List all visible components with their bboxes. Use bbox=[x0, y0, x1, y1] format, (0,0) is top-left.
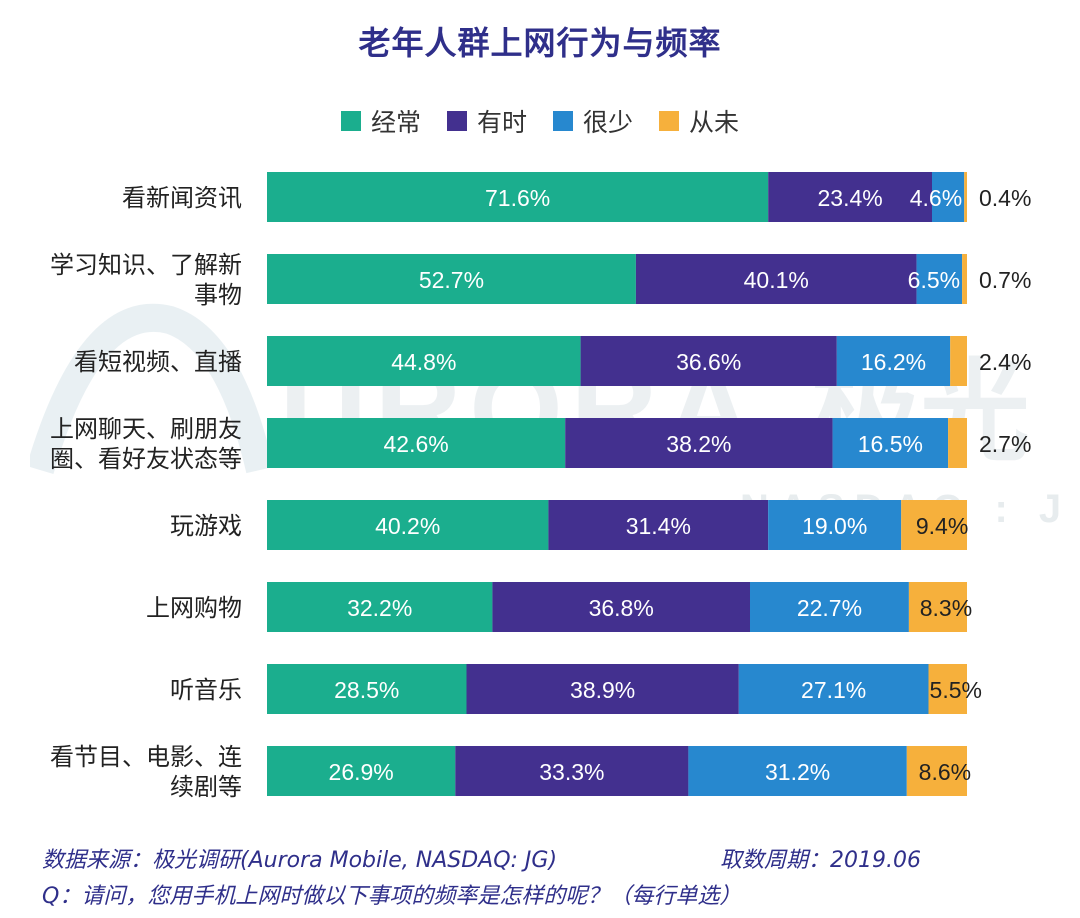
bar-segment bbox=[750, 582, 909, 632]
category-label: 看新闻资讯 bbox=[122, 184, 242, 212]
bar-segment bbox=[492, 582, 750, 632]
data-label: 32.2% bbox=[347, 595, 412, 621]
category-label: 看短视频、直播 bbox=[74, 348, 242, 376]
bar-segment bbox=[267, 664, 467, 714]
legend-label: 有时 bbox=[476, 108, 527, 137]
data-label: 44.8% bbox=[391, 349, 456, 375]
category-label: 学习知识、了解新事物 bbox=[50, 251, 242, 309]
data-label: 27.1% bbox=[801, 677, 866, 703]
data-label: 0.7% bbox=[979, 267, 1031, 293]
bar-segment bbox=[267, 746, 456, 796]
data-label: 5.5% bbox=[930, 677, 982, 703]
bar-segment bbox=[466, 664, 739, 714]
bar-segment bbox=[768, 172, 932, 222]
data-label: 40.1% bbox=[744, 267, 809, 293]
legend-swatch bbox=[446, 111, 467, 131]
data-label: 31.2% bbox=[765, 759, 830, 785]
data-label: 31.4% bbox=[626, 513, 691, 539]
legend-swatch bbox=[340, 111, 361, 131]
data-label: 38.9% bbox=[570, 677, 635, 703]
data-label: 8.3% bbox=[920, 595, 972, 621]
data-label: 0.4% bbox=[979, 185, 1031, 211]
data-period-note: 取数周期：2019.06 bbox=[720, 848, 921, 873]
category-label: 听音乐 bbox=[170, 676, 242, 704]
bar-segment bbox=[267, 500, 549, 550]
data-label: 22.7% bbox=[797, 595, 862, 621]
data-label: 23.4% bbox=[817, 185, 882, 211]
bar-segment bbox=[267, 336, 581, 386]
bar-segment bbox=[916, 254, 963, 304]
legend-label: 经常 bbox=[370, 108, 421, 137]
bar-segment bbox=[548, 500, 769, 550]
data-label: 36.8% bbox=[589, 595, 654, 621]
bar-segment bbox=[836, 336, 951, 386]
data-label: 38.2% bbox=[666, 431, 731, 457]
data-label: 28.5% bbox=[334, 677, 399, 703]
data-label: 52.7% bbox=[419, 267, 484, 293]
category-label: 玩游戏 bbox=[170, 512, 242, 540]
data-label: 36.6% bbox=[676, 349, 741, 375]
data-label: 19.0% bbox=[802, 513, 867, 539]
bar-segment bbox=[962, 254, 967, 304]
bar-segment bbox=[964, 172, 967, 222]
data-label: 42.6% bbox=[383, 431, 448, 457]
data-label: 16.2% bbox=[861, 349, 926, 375]
bar-segment bbox=[932, 172, 965, 222]
data-label: 33.3% bbox=[539, 759, 604, 785]
legend-item: 从未 bbox=[659, 103, 739, 139]
data-label: 40.2% bbox=[375, 513, 440, 539]
data-label: 6.5% bbox=[908, 267, 960, 293]
legend-item: 很少 bbox=[553, 103, 633, 139]
category-label: 上网购物 bbox=[146, 594, 242, 622]
category-label: 上网聊天、刷朋友圈、看好友状态等 bbox=[50, 415, 242, 473]
bar-segment bbox=[738, 664, 929, 714]
chart-title: 老年人群上网行为与频率 bbox=[358, 24, 722, 62]
bar-segment bbox=[267, 172, 769, 222]
legend-swatch bbox=[659, 111, 680, 131]
data-label: 26.9% bbox=[329, 759, 394, 785]
data-label: 8.6% bbox=[919, 759, 971, 785]
data-label: 4.6% bbox=[910, 185, 962, 211]
category-label: 看节目、电影、连续剧等 bbox=[50, 743, 242, 801]
data-label: 71.6% bbox=[485, 185, 550, 211]
data-label: 16.5% bbox=[858, 431, 923, 457]
data-source-note: 数据来源：极光调研(Aurora Mobile, NASDAQ: JG) bbox=[42, 848, 558, 873]
bar-segment bbox=[950, 336, 967, 386]
legend-label: 从未 bbox=[689, 108, 740, 137]
legend: 经常 有时 很少 从未 bbox=[0, 103, 1080, 139]
survey-question-note: Q：请问，您用手机上网时做以下事项的频率是怎样的呢？（每行单选） bbox=[42, 884, 742, 909]
legend-item: 有时 bbox=[446, 103, 527, 139]
bar-segment bbox=[768, 500, 902, 550]
legend-item: 经常 bbox=[340, 103, 421, 139]
bar-segment bbox=[906, 746, 967, 796]
bar-segment bbox=[267, 254, 636, 304]
bar-segment bbox=[267, 582, 493, 632]
bar-segment bbox=[580, 336, 837, 386]
bar-segment bbox=[688, 746, 907, 796]
bar-segment bbox=[901, 500, 967, 550]
bar-segment bbox=[267, 418, 566, 468]
bar-segment bbox=[832, 418, 949, 468]
bar-segment bbox=[948, 418, 967, 468]
data-label: 9.4% bbox=[916, 513, 968, 539]
legend-swatch bbox=[553, 111, 573, 131]
bar-segment bbox=[908, 582, 967, 632]
bar-segment bbox=[635, 254, 917, 304]
bar-segment bbox=[565, 418, 833, 468]
bar-segment bbox=[455, 746, 689, 796]
data-label: 2.7% bbox=[979, 431, 1031, 457]
legend-label: 很少 bbox=[583, 108, 634, 137]
bar-segment bbox=[928, 664, 967, 714]
data-label: 2.4% bbox=[979, 349, 1031, 375]
